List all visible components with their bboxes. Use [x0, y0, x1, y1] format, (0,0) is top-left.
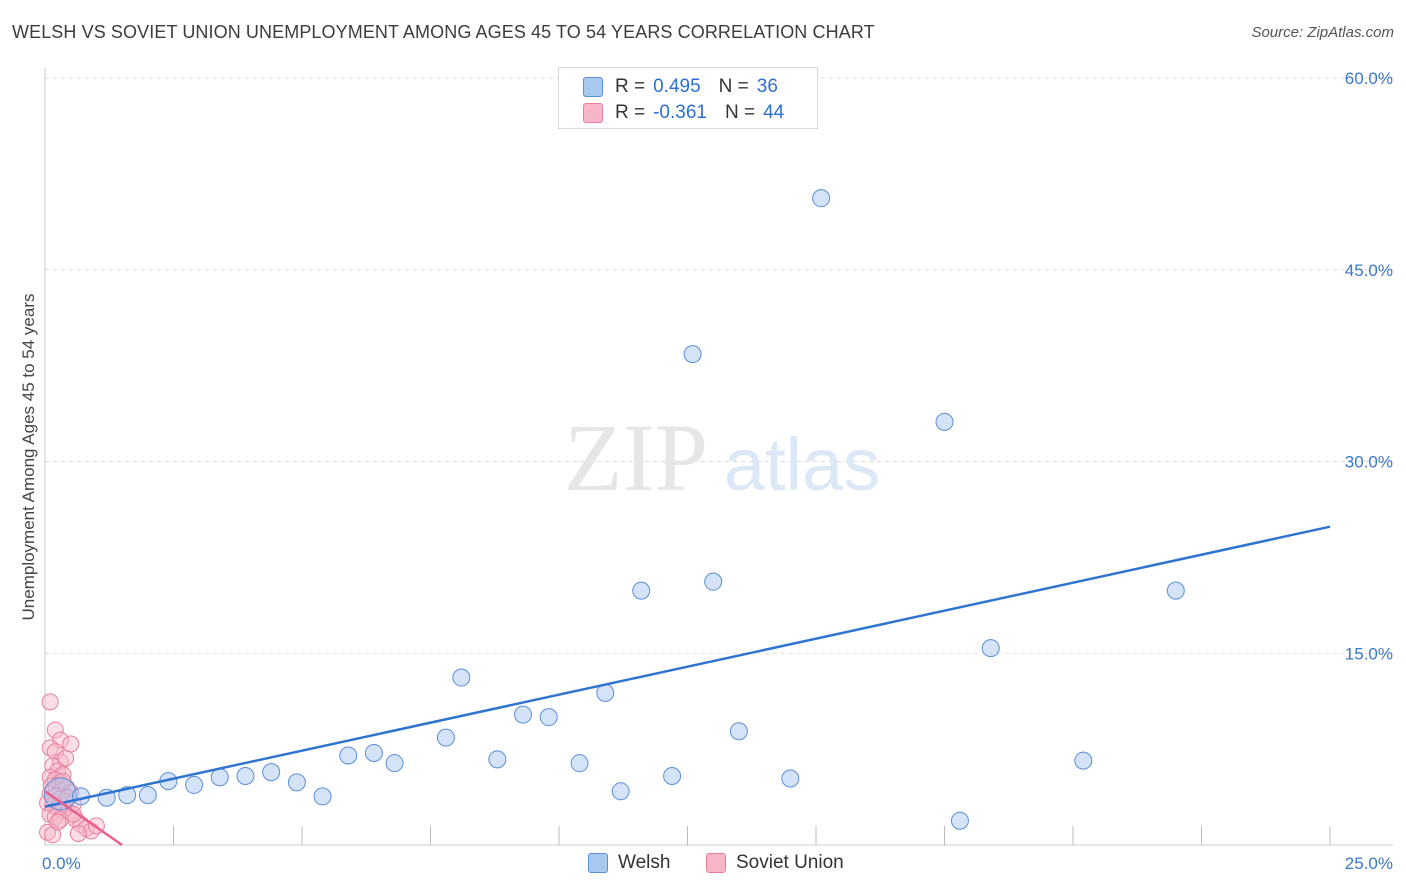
legend-r-label: R = — [615, 102, 646, 123]
legend-n-label: N = — [718, 76, 749, 97]
welsh-point-20 — [570, 754, 589, 773]
legend-soviet-label: Soviet Union — [736, 852, 844, 873]
source-label: Source: ZipAtlas.com — [1251, 24, 1394, 41]
welsh-point-18 — [514, 705, 533, 724]
legend-welsh-r: 0.495 — [653, 76, 701, 97]
legend-welsh-label: Welsh — [618, 852, 671, 873]
legend-row-soviet: R = -0.361 N = 44 — [583, 101, 784, 125]
welsh-point-17 — [488, 750, 507, 769]
legend-soviet-r: -0.361 — [653, 102, 707, 123]
welsh-point-25 — [683, 345, 702, 364]
legend-item-soviet: Soviet Union — [706, 852, 844, 874]
welsh-point-23 — [632, 581, 651, 600]
legend-row-welsh: R = 0.495 N = 36 — [583, 75, 778, 99]
soviet-point-0 — [41, 693, 59, 711]
trend-lines — [44, 525, 1331, 847]
soviet-union-points — [39, 693, 105, 844]
watermark-zip: ZIP — [564, 404, 708, 511]
welsh-trend-line — [44, 525, 1331, 808]
welsh-point-22 — [611, 782, 630, 801]
legend-welsh-n: 36 — [756, 76, 778, 97]
welsh-point-6 — [185, 775, 204, 794]
x-tick-label-0: 0.0% — [42, 854, 81, 873]
soviet-point-37 — [49, 813, 67, 831]
welsh-point-31 — [950, 811, 969, 830]
welsh-point-11 — [313, 787, 332, 806]
soviet-point-4 — [46, 743, 64, 761]
grid-lines — [45, 77, 1393, 654]
welsh-point-28 — [781, 769, 800, 788]
welsh-point-27 — [729, 722, 748, 741]
welsh-point-12 — [339, 746, 358, 765]
y-tick-label-1: 30.0% — [1345, 453, 1393, 472]
welsh-point-10 — [287, 773, 306, 792]
welsh-point-32 — [981, 639, 1000, 658]
correlation-legend: R = 0.495 N = 36 R = -0.361 N = 44 — [558, 67, 818, 129]
chart-title: WELSH VS SOVIET UNION UNEMPLOYMENT AMONG… — [12, 22, 875, 42]
welsh-point-15 — [436, 728, 455, 747]
welsh-swatch — [583, 77, 603, 97]
series-legend: Welsh Soviet Union — [0, 852, 1406, 878]
soviet-point-38 — [69, 824, 87, 842]
soviet-point-35 — [39, 823, 57, 841]
y-tick-label-3: 60.0% — [1345, 69, 1393, 88]
soviet-trend-line — [44, 790, 123, 847]
welsh-point-29 — [812, 189, 831, 208]
welsh-point-33 — [1074, 751, 1093, 770]
legend-n-label: N = — [724, 102, 756, 123]
axes — [44, 68, 1393, 846]
y-tick-labels: 15.0% 30.0% 45.0% 60.0% — [1345, 69, 1393, 663]
x-tick-labels: 0.0% 25.0% — [42, 854, 1393, 873]
welsh-point-24 — [663, 766, 682, 785]
x-tick-label-1: 25.0% — [1345, 854, 1393, 873]
soviet-legend-swatch — [706, 853, 726, 873]
welsh-point-30 — [935, 412, 954, 431]
welsh-point-9 — [262, 763, 281, 782]
welsh-point-19 — [539, 708, 558, 727]
welsh-point-8 — [236, 766, 255, 785]
legend-item-welsh: Welsh — [588, 852, 670, 874]
y-tick-label-0: 15.0% — [1345, 644, 1393, 663]
soviet-point-43 — [64, 805, 82, 823]
legend-r-label: R = — [615, 76, 646, 97]
welsh-point-7 — [210, 768, 229, 787]
welsh-point-26 — [704, 572, 723, 591]
y-axis-label: Unemployment Among Ages 45 to 54 years — [19, 294, 38, 621]
y-tick-label-2: 45.0% — [1345, 261, 1393, 280]
welsh-point-16 — [452, 668, 471, 687]
welsh-point-14 — [385, 754, 404, 773]
watermark-atlas: atlas — [724, 423, 880, 506]
welsh-point-13 — [364, 743, 383, 762]
soviet-swatch — [583, 103, 603, 123]
soviet-point-29 — [51, 810, 69, 828]
soviet-point-36 — [44, 826, 62, 844]
soviet-point-40 — [62, 735, 80, 753]
welsh-point-4 — [138, 786, 157, 805]
legend-soviet-n: 44 — [763, 102, 785, 123]
soviet-point-1 — [46, 721, 64, 739]
welsh-point-34 — [1166, 581, 1185, 600]
welsh-legend-swatch — [588, 853, 608, 873]
